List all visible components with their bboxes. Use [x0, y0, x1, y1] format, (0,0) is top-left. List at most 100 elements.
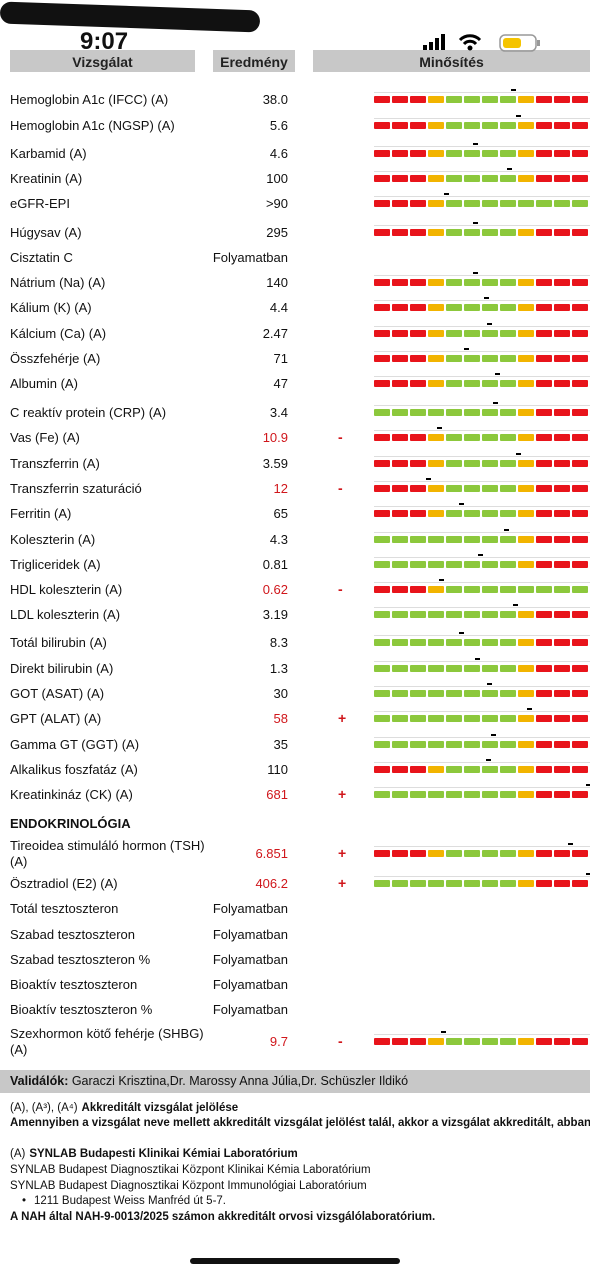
gauge-segment: [482, 715, 498, 722]
test-name: Alkalikus foszfatáz (A): [10, 762, 138, 777]
gauge-segment: [374, 741, 390, 748]
gauge-segment: [392, 766, 408, 773]
gauge-segment: [446, 485, 462, 492]
test-result: Folyamatban: [212, 927, 288, 942]
gauge: [374, 873, 590, 888]
gauge-segment: [374, 561, 390, 568]
gauge-segment: [428, 279, 444, 286]
test-result: 5.6: [269, 118, 288, 133]
gauge-segment: [446, 741, 462, 748]
gauge-marker: [474, 658, 480, 660]
gauge-segment: [428, 460, 444, 467]
gauge-segment: [374, 304, 390, 311]
gauge-segment: [536, 639, 552, 646]
gauge-segment: [410, 409, 426, 416]
accreditation: (A), (A³), (A⁴) Akkreditált vizsgálat jel…: [10, 1102, 242, 1114]
gauge-segment: [500, 766, 516, 773]
test-name: Totál tesztoszteron: [10, 901, 119, 916]
gauge-segment: [410, 150, 426, 157]
test-name: Direkt bilirubin (A): [10, 661, 114, 676]
gauge-segment: [572, 200, 588, 207]
gauge-segment: [392, 355, 408, 362]
gauge-segment: [374, 485, 390, 492]
gauge-segment: [482, 850, 498, 857]
test-result: 3.19: [262, 607, 288, 622]
gauge-segment: [554, 611, 570, 618]
gauge-segment: [464, 122, 480, 129]
gauge-segment: [392, 639, 408, 646]
gauge-segment: [410, 355, 426, 362]
gauge-segment: [518, 850, 534, 857]
gauge-segment: [500, 665, 516, 672]
gauge-segment: [536, 665, 552, 672]
gauge-segment: [464, 96, 480, 103]
gauge-segment: [410, 850, 426, 857]
gauge-segment: [374, 460, 390, 467]
gauge-segment: [482, 434, 498, 441]
gauge-segment: [572, 229, 588, 236]
test-result: 30: [273, 686, 288, 701]
result-flag: +: [338, 710, 347, 726]
gauge-segment: [428, 665, 444, 672]
gauge-segment: [536, 741, 552, 748]
test-name: Trigliceridek (A): [10, 557, 101, 572]
gauge-marker: [491, 734, 496, 736]
test-result: 4.4: [269, 300, 288, 315]
gauge-marker: [440, 1031, 446, 1033]
gauge-segment: [374, 536, 390, 543]
test-result: 9.7: [269, 1034, 288, 1049]
gauge: [374, 1031, 590, 1046]
gauge-segment: [500, 434, 516, 441]
gauge-segment: [518, 1038, 534, 1045]
gauge-segment: [464, 639, 480, 646]
gauge-segment: [536, 485, 552, 492]
gauge-segment: [392, 175, 408, 182]
test-name: Bioaktív tesztoszteron %: [10, 1002, 153, 1017]
redaction: [0, 1, 261, 33]
gauge-segment: [446, 665, 462, 672]
test-name: Vas (Fe) (A): [10, 430, 80, 445]
gauge-segment: [428, 330, 444, 337]
gauge-segment: [536, 586, 552, 593]
gauge-marker: [586, 873, 590, 875]
gauge-segment: [392, 279, 408, 286]
gauge-segment: [482, 510, 498, 517]
gauge-segment: [554, 741, 570, 748]
gauge-segment: [446, 409, 462, 416]
gauge-marker: [492, 402, 498, 404]
gauge-segment: [482, 485, 498, 492]
gauge-segment: [500, 279, 516, 286]
gauge-segment: [428, 536, 444, 543]
gauge-segment: [446, 791, 462, 798]
gauge-segment: [500, 122, 516, 129]
gauge: [374, 683, 590, 698]
gauge-segment: [572, 690, 588, 697]
gauge-segment: [482, 96, 498, 103]
gauge-segment: [554, 175, 570, 182]
test-result: 406.2: [255, 876, 288, 891]
nah-line: A NAH által NAH-9-0013/2025 számon akkre…: [10, 1211, 436, 1223]
gauge-segment: [554, 715, 570, 722]
gauge-segment: [554, 460, 570, 467]
gauge-segment: [428, 485, 444, 492]
gauge-segment: [392, 122, 408, 129]
gauge-segment: [446, 536, 462, 543]
gauge-segment: [518, 639, 534, 646]
gauge-segment: [500, 741, 516, 748]
gauge-segment: [500, 175, 516, 182]
gauge-segment: [446, 304, 462, 311]
gauge-segment: [536, 279, 552, 286]
gauge-segment: [500, 791, 516, 798]
gauge-marker: [458, 632, 464, 634]
gauge-segment: [518, 229, 534, 236]
gauge-segment: [482, 561, 498, 568]
gauge-segment: [518, 510, 534, 517]
test-name: Totál bilirubin (A): [10, 635, 107, 650]
gauge-segment: [482, 639, 498, 646]
gauge: [374, 222, 590, 237]
gauge-segment: [464, 690, 480, 697]
gauge-segment: [464, 304, 480, 311]
result-flag: -: [338, 581, 343, 597]
gauge-marker: [586, 784, 590, 786]
gauge-segment: [428, 380, 444, 387]
